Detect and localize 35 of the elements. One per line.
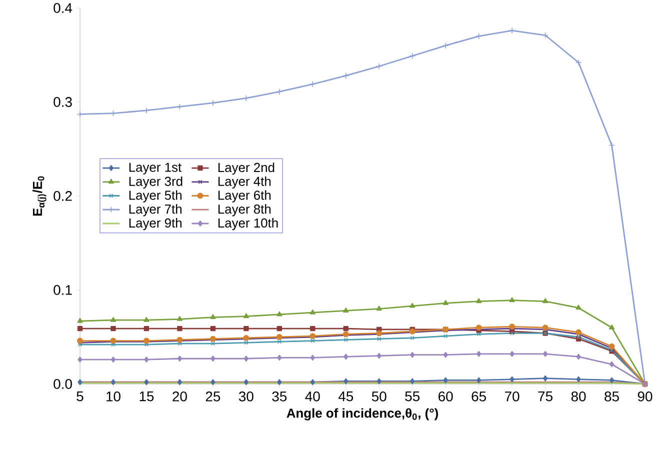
legend-label: Layer 3rd xyxy=(129,176,182,189)
y-tick-label: 0.4 xyxy=(54,3,72,13)
x-tick-label: 20 xyxy=(172,391,187,402)
x-tick-label: 75 xyxy=(538,392,552,402)
legend-label: Layer 8th xyxy=(218,204,271,216)
x-tick-label: 25 xyxy=(206,391,220,402)
legend-label: Layer 1st xyxy=(129,162,182,174)
legend-label: Layer 4th xyxy=(218,176,271,189)
x-tick-label: 90 xyxy=(638,391,652,402)
x-tick-label: 60 xyxy=(438,391,453,402)
x-tick-label: 30 xyxy=(238,391,254,402)
legend-label: Layer 5th xyxy=(129,190,182,202)
y-tick-label: 0.0 xyxy=(54,379,72,389)
x-tick-label: 40 xyxy=(305,391,320,402)
x-tick-label: 50 xyxy=(372,391,386,402)
x-axis-title: Angle of incidence,θ$_{0}$, (°) xyxy=(286,408,438,420)
x-tick-label: 10 xyxy=(106,391,120,402)
y-axis-title: E$_{α(j)}$/E$_{0}$ xyxy=(32,176,46,216)
x-tick-label: 15 xyxy=(140,392,154,402)
x-tick-label: 65 xyxy=(472,391,486,402)
legend-label: Layer 7th xyxy=(129,204,182,216)
legend-label: Layer 10th xyxy=(218,218,278,230)
x-tick-label: 5 xyxy=(76,392,84,402)
y-tick-label: 0.3 xyxy=(54,97,72,107)
x-tick-label: 45 xyxy=(338,392,354,402)
legend-label: Layer 2nd xyxy=(218,162,274,175)
x-tick-label: 35 xyxy=(272,391,287,402)
legend-label: Layer 6th xyxy=(218,190,271,202)
x-tick-label: 85 xyxy=(604,391,619,402)
x-tick-label: 80 xyxy=(571,391,586,402)
x-tick-label: 70 xyxy=(505,391,520,402)
y-tick-label: 0.2 xyxy=(54,191,72,201)
x-tick-label: 55 xyxy=(405,392,420,402)
y-tick-label: 0.1 xyxy=(54,285,72,295)
legend-label: Layer 9th xyxy=(129,218,182,230)
